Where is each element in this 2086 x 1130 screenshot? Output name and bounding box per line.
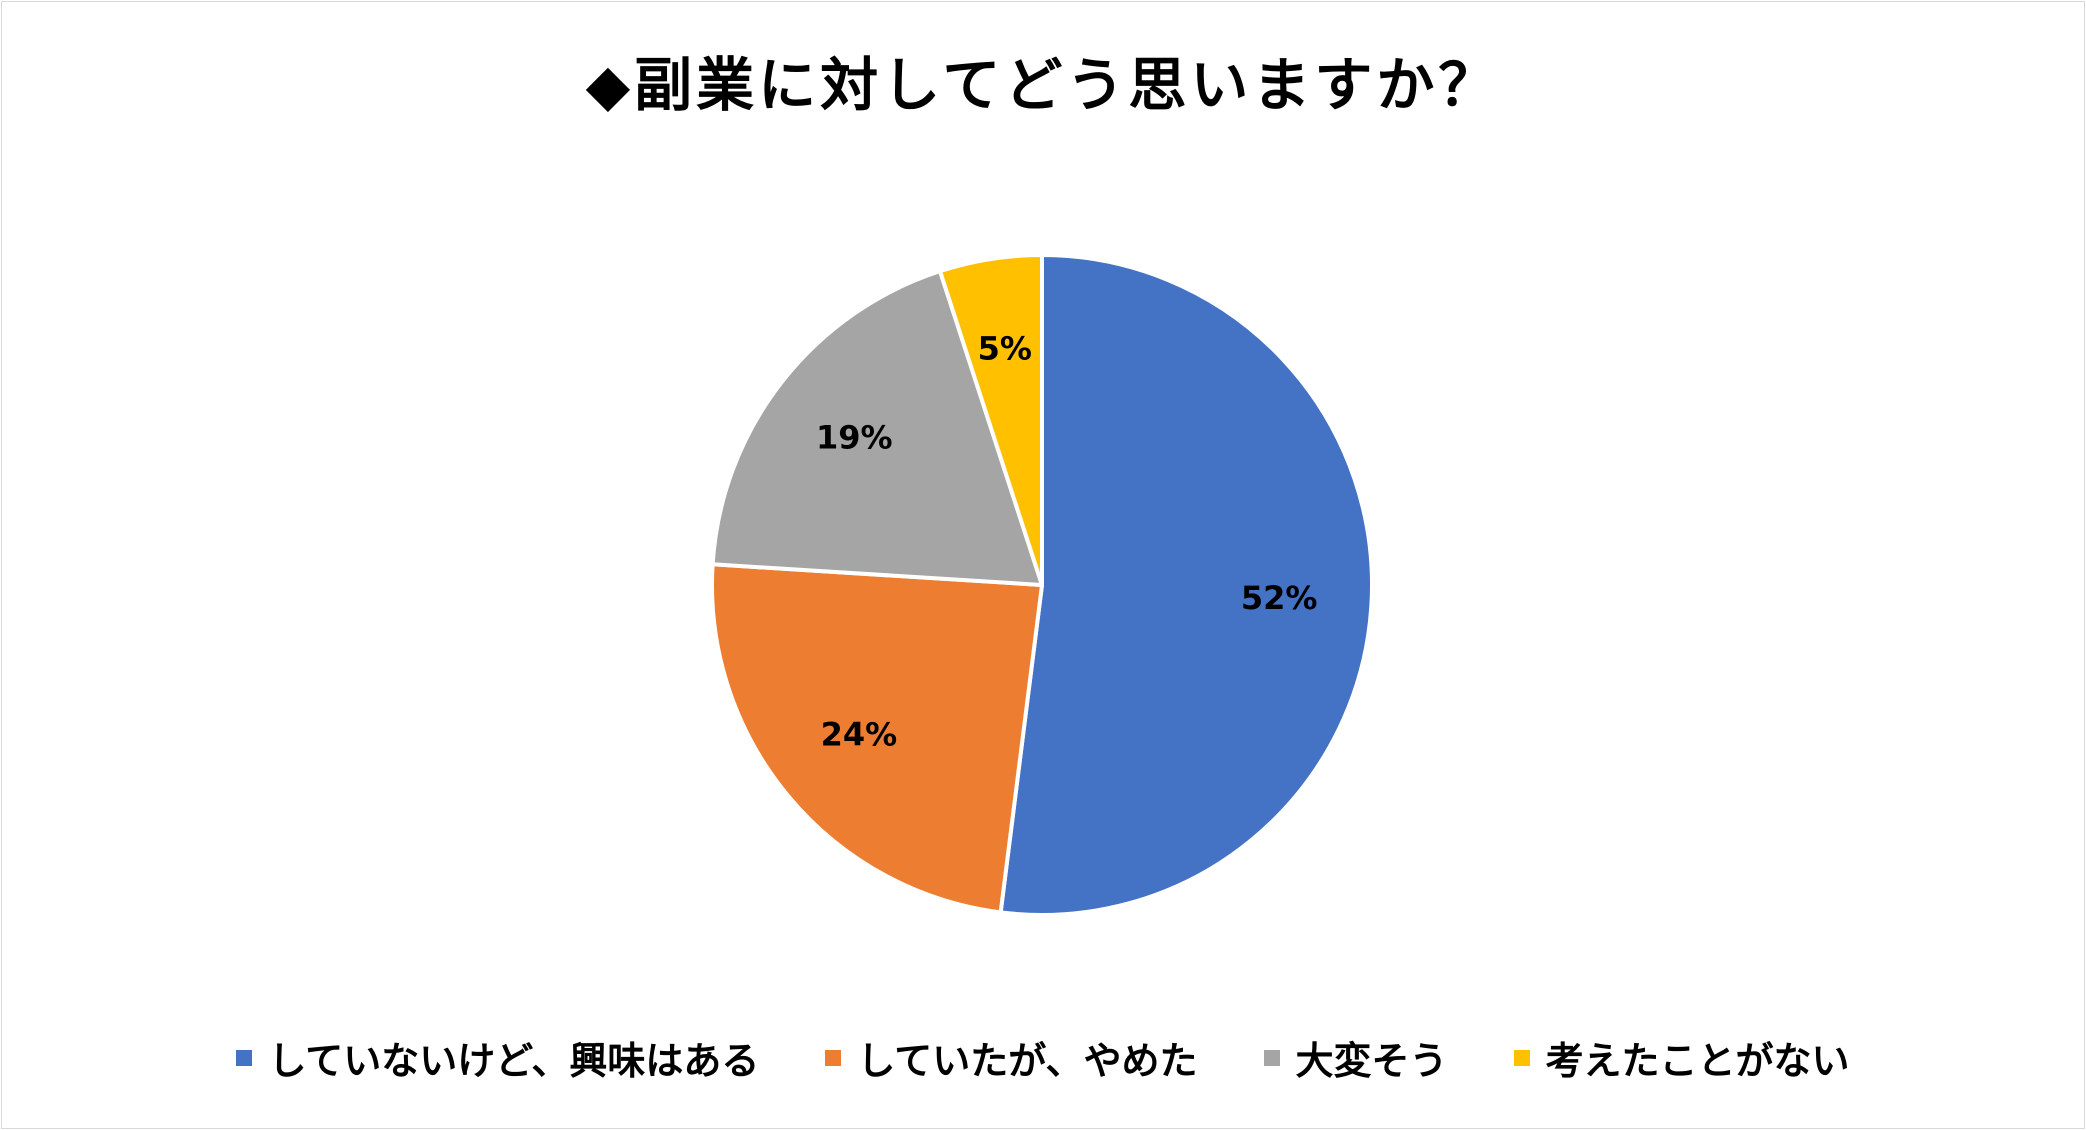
- legend-swatch-never: [1513, 1049, 1530, 1066]
- legend: していないけど、興味はある していたが、やめた 大変そう 考えたことがない: [0, 1030, 2086, 1085]
- pie-slice-interested: [998, 253, 1374, 917]
- pie-slice-hard: [710, 269, 1044, 587]
- legend-item-never: 考えたことがない: [1513, 1030, 1850, 1085]
- legend-label-quit: していたが、やめた: [857, 1039, 1198, 1083]
- legend-label-never: 考えたことがない: [1545, 1039, 1850, 1083]
- data-label-interested: 52%: [1241, 579, 1318, 617]
- legend-swatch-quit: [825, 1049, 842, 1066]
- data-label-quit: 24%: [821, 715, 898, 753]
- legend-swatch-interested: [236, 1049, 253, 1066]
- pie-slice-quit: [710, 562, 1044, 915]
- legend-item-quit: していたが、やめた: [825, 1030, 1198, 1085]
- legend-item-hard: 大変そう: [1263, 1030, 1448, 1085]
- legend-item-interested: していないけど、興味はある: [236, 1030, 759, 1085]
- data-label-hard: 19%: [816, 418, 893, 456]
- pie-slice-never: [938, 253, 1044, 587]
- legend-swatch-hard: [1263, 1049, 1280, 1066]
- chart-title: ◆副業に対してどう思いますか？: [585, 51, 1501, 119]
- legend-label-interested: していないけど、興味はある: [268, 1039, 760, 1083]
- legend-label-hard: 大変そう: [1295, 1039, 1448, 1083]
- data-label-never: 5%: [978, 329, 1032, 367]
